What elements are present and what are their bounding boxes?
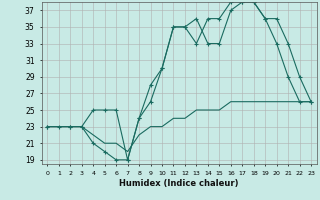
X-axis label: Humidex (Indice chaleur): Humidex (Indice chaleur) (119, 179, 239, 188)
